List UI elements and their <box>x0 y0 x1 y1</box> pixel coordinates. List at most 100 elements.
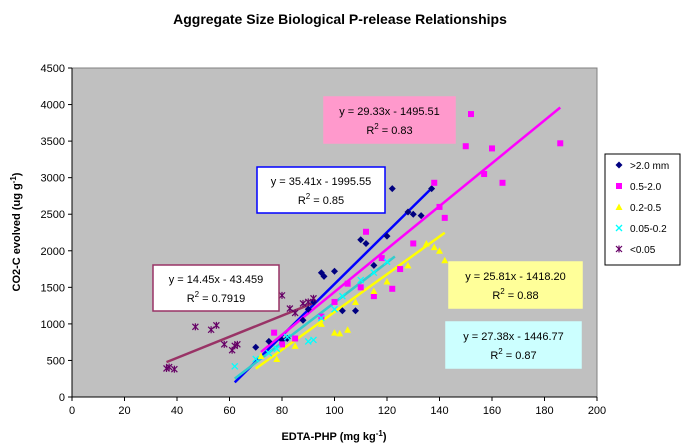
equation-boxes: y = 35.41x - 1995.55 R2 = 0.85 y = 29.33x … <box>152 96 583 369</box>
data-point-series-1 <box>331 298 338 305</box>
y-tick-label: 500 <box>47 355 65 367</box>
data-points <box>163 111 564 373</box>
r-squared-text: R2 = 0.88 <box>492 287 538 302</box>
data-point-series-4 <box>299 299 307 307</box>
x-tick-label: 160 <box>483 405 501 417</box>
data-point-series-4 <box>310 294 317 302</box>
data-point-series-2 <box>336 329 344 337</box>
x-tick-label: 120 <box>378 405 396 417</box>
trendline-series-0 <box>233 187 433 384</box>
data-point-series-3 <box>338 292 346 300</box>
chart-title: Aggregate Size Biological P-release Rela… <box>173 11 507 27</box>
data-point-series-1 <box>441 214 448 221</box>
y-tick-label: 2000 <box>41 246 65 258</box>
data-point-series-1 <box>292 335 299 342</box>
data-point-series-4 <box>207 326 215 334</box>
legend-item: >2.0 mm <box>615 161 669 172</box>
equation-text: y = 14.45x - 43.459 <box>169 274 263 286</box>
data-point-series-3 <box>231 362 239 370</box>
data-point-series-0 <box>338 307 346 315</box>
data-point-series-1 <box>397 266 404 273</box>
equation-text: y = 25.81x - 1418.20 <box>465 271 566 283</box>
legend-item: <0.05 <box>615 245 656 256</box>
data-point-series-1 <box>363 228 369 235</box>
data-point-series-4 <box>278 291 286 299</box>
data-point-series-3 <box>265 349 273 357</box>
data-point-series-1 <box>481 171 488 178</box>
legend-marker <box>615 161 623 169</box>
data-point-series-4 <box>233 340 241 348</box>
y-axis-label: CO2-C evolved (ug g-1) <box>9 172 23 291</box>
y-tick-label: 1000 <box>41 319 65 331</box>
data-point-series-2 <box>430 243 438 251</box>
r-squared-text: R2 = 0.85 <box>298 192 344 207</box>
data-point-series-0 <box>362 239 370 247</box>
legend-label: <0.05 <box>630 245 656 256</box>
data-point-series-1 <box>378 255 385 262</box>
data-point-series-2 <box>436 247 443 254</box>
legend-item: 0.5-2.0 <box>616 182 662 193</box>
data-point-series-4 <box>291 309 299 317</box>
x-axis: 0 20 40 60 80 100 120 140 160 180 200 <box>69 396 606 417</box>
data-point-series-1 <box>462 143 469 150</box>
data-point-series-1 <box>389 285 396 292</box>
equation-box-series-1: y = 29.33x - 1495.51 R2 = 0.83 <box>323 96 456 144</box>
data-point-series-2 <box>273 355 281 362</box>
data-point-series-2 <box>383 277 391 285</box>
x-axis-label: EDTA-PHP (mg kg-1) <box>281 429 386 443</box>
data-point-series-4 <box>286 305 294 313</box>
x-tick-label: 60 <box>223 405 235 417</box>
data-point-series-1 <box>557 140 564 147</box>
x-tick-label: 80 <box>276 405 288 417</box>
data-point-series-2 <box>257 352 265 360</box>
data-point-series-3 <box>273 345 281 353</box>
data-point-series-0 <box>370 261 378 269</box>
data-point-series-2 <box>422 239 430 247</box>
x-tick-label: 180 <box>535 405 553 417</box>
y-tick-label: 4000 <box>41 100 65 112</box>
data-point-series-0 <box>357 236 365 244</box>
legend-label: 0.2-0.5 <box>630 203 662 214</box>
data-point-series-0 <box>428 185 436 193</box>
y-tick-label: 1500 <box>41 282 65 294</box>
data-point-series-0 <box>409 210 417 218</box>
trendline-series-1 <box>260 106 562 353</box>
data-point-series-1 <box>318 313 325 320</box>
x-tick-label: 140 <box>430 405 448 417</box>
data-point-series-3 <box>357 276 365 284</box>
data-point-series-1 <box>499 179 506 186</box>
data-point-series-2 <box>317 320 325 327</box>
data-point-series-1 <box>468 111 474 118</box>
data-point-series-0 <box>304 305 312 313</box>
data-point-series-1 <box>489 145 495 152</box>
data-point-series-1 <box>410 240 417 247</box>
data-point-series-1 <box>271 329 278 336</box>
equation-box-series-3: y = 27.38x - 1446.77 R2 = 0.87 <box>445 321 582 369</box>
data-point-series-0 <box>265 337 273 345</box>
data-point-series-0 <box>252 343 260 351</box>
data-point-series-0 <box>404 208 412 216</box>
equation-box-series-4: y = 14.45x - 43.459 R2 = 0.7919 <box>152 264 280 312</box>
data-point-series-1 <box>431 179 438 186</box>
data-point-series-3 <box>283 333 291 341</box>
legend-label: >2.0 mm <box>630 161 669 172</box>
equation-text: y = 27.38x - 1446.77 <box>463 331 564 343</box>
y-axis: 0 500 1000 1500 2000 2500 3000 3500 4000 4500 <box>41 63 73 404</box>
data-point-series-3 <box>370 269 378 277</box>
data-point-series-0 <box>352 307 359 315</box>
data-point-series-4 <box>191 323 199 331</box>
y-tick-label: 0 <box>59 392 65 404</box>
data-point-series-2 <box>441 256 449 264</box>
data-point-series-1 <box>344 280 351 287</box>
r-squared-text: R2 = 0.87 <box>490 347 536 362</box>
legend-label: 0.05-0.2 <box>630 224 667 235</box>
data-point-series-4 <box>304 298 312 306</box>
r-squared-text: R2 = 0.7919 <box>187 290 246 305</box>
data-point-series-0 <box>388 185 396 193</box>
legend-marker <box>615 203 623 210</box>
y-tick-label: 3000 <box>41 173 65 185</box>
data-point-series-4 <box>165 363 173 371</box>
x-tick-label: 200 <box>588 405 606 417</box>
data-point-series-4 <box>220 340 228 348</box>
